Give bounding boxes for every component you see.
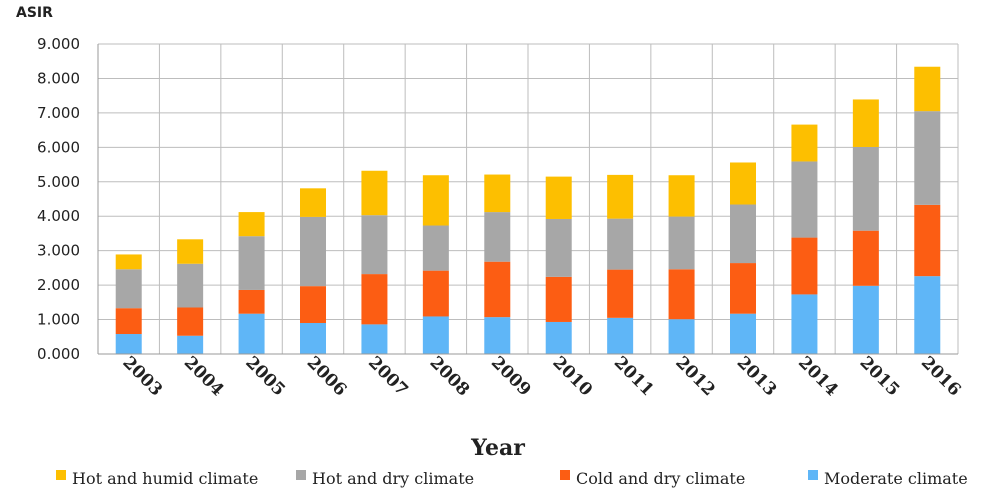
x-tick-label: 2013	[733, 353, 781, 401]
bar-segment	[115, 308, 142, 335]
x-tick-label: 2009	[487, 353, 535, 401]
bar-segment	[177, 263, 204, 308]
bar-segment	[791, 124, 818, 162]
bar-segment	[607, 317, 634, 354]
bar-segment	[852, 285, 879, 354]
bar-segment	[300, 216, 326, 287]
y-tick-label: 1.000	[37, 311, 80, 329]
x-tick-label: 2016	[917, 353, 965, 401]
bars	[115, 66, 941, 354]
bar-segment	[177, 335, 204, 354]
y-tick-label: 6.000	[37, 138, 80, 156]
bar-segment	[730, 204, 756, 264]
bar-segment	[791, 237, 818, 295]
bar-segment	[730, 162, 756, 205]
bar-segment	[422, 316, 449, 354]
bar-segment	[914, 66, 941, 112]
x-tick-label: 2006	[303, 353, 351, 401]
x-tick-label: 2012	[671, 353, 719, 401]
bar-segment	[115, 269, 142, 309]
bar-segment	[668, 175, 695, 217]
bar-segment	[545, 176, 572, 219]
bar-segment	[238, 313, 265, 354]
bar-segment	[914, 111, 941, 205]
bar-segment	[484, 317, 511, 354]
x-tick-label: 2004	[180, 353, 228, 401]
bar-segment	[238, 289, 265, 314]
x-tick-label: 2005	[241, 353, 289, 401]
bar-segment	[300, 323, 326, 354]
y-tick-label: 3.000	[37, 242, 80, 260]
legend: Hot and humid climate Hot and dry climate…	[56, 469, 968, 488]
bar-segment	[607, 269, 634, 318]
x-tick-label: 2008	[426, 353, 474, 401]
bar-segment	[607, 174, 634, 219]
legend-label: Moderate climate	[824, 469, 968, 488]
bar-segment	[361, 170, 388, 216]
bar-segment	[914, 276, 941, 354]
bar-segment	[791, 294, 818, 354]
bar-segment	[422, 175, 449, 226]
y-tick-label: 2.000	[37, 276, 80, 294]
bar-segment	[852, 230, 879, 286]
bar-segment	[668, 216, 695, 270]
bar-segment	[668, 269, 695, 320]
legend-label: Hot and humid climate	[72, 469, 258, 488]
y-tick-label: 7.000	[37, 104, 80, 122]
bar-segment	[177, 307, 204, 336]
x-tick-label: 2014	[794, 353, 842, 401]
legend-label: Hot and dry climate	[312, 469, 474, 488]
bar-segment	[545, 321, 572, 354]
y-tick-label: 9.000	[37, 35, 80, 53]
bar-segment	[914, 204, 941, 277]
bar-segment	[361, 324, 388, 354]
y-tick-label: 0.000	[37, 345, 80, 363]
x-tick-label: 2010	[548, 353, 596, 401]
bar-segment	[668, 319, 695, 354]
bar-segment	[852, 99, 879, 147]
bar-segment	[115, 254, 142, 270]
bar-segment	[545, 276, 572, 322]
bar-segment	[607, 218, 634, 270]
bar-segment	[484, 261, 511, 318]
y-tick-label: 5.000	[37, 173, 80, 191]
x-axis-title: Year	[470, 435, 525, 461]
legend-swatch	[56, 470, 66, 480]
bar-segment	[422, 225, 449, 271]
bar-segment	[791, 161, 818, 238]
legend-swatch	[560, 470, 570, 480]
legend-swatch	[808, 470, 818, 480]
x-tick-label: 2011	[610, 353, 658, 401]
bar-segment	[484, 212, 511, 262]
bar-segment	[484, 174, 511, 213]
bar-segment	[115, 334, 142, 354]
x-tick-label: 2015	[856, 353, 904, 401]
bar-segment	[545, 218, 572, 277]
bar-segment	[177, 239, 204, 264]
bar-segment	[300, 188, 326, 217]
legend-label: Cold and dry climate	[576, 469, 745, 488]
x-tick-label: 2007	[364, 353, 412, 401]
bar-segment	[300, 286, 326, 323]
bar-segment	[852, 146, 879, 231]
y-tick-label: 8.000	[37, 69, 80, 87]
bar-segment	[361, 215, 388, 275]
gridlines	[97, 43, 959, 354]
x-tick-label: 2003	[118, 353, 166, 401]
bar-segment	[361, 274, 388, 325]
bar-segment	[238, 212, 265, 237]
bar-segment	[422, 270, 449, 317]
bar-segment	[730, 313, 756, 354]
y-axis-title: ASIR	[16, 5, 53, 21]
legend-swatch	[296, 470, 306, 480]
bar-segment	[730, 263, 756, 314]
bar-segment	[238, 236, 265, 290]
y-tick-label: 4.000	[37, 207, 80, 225]
